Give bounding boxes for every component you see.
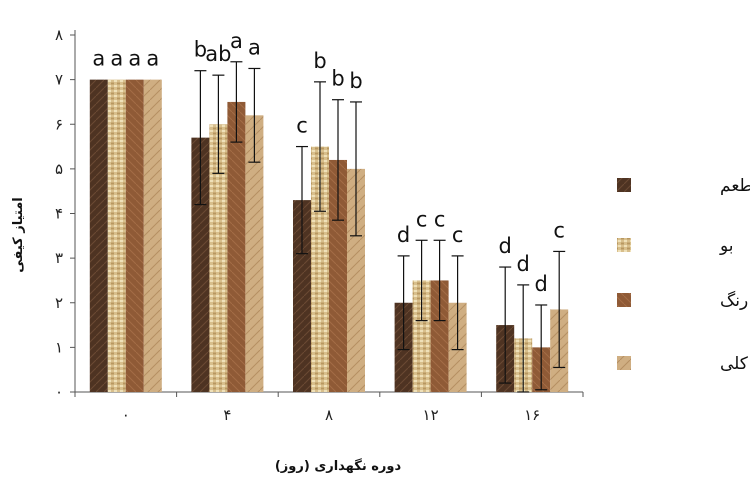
legend-label: بو <box>719 236 734 256</box>
x-tick-label: ۱۶ <box>524 406 540 424</box>
significance-letter: a <box>248 35 261 59</box>
significance-letter: a <box>146 47 159 71</box>
significance-letter: c <box>434 207 446 231</box>
significance-letter: a <box>128 47 141 71</box>
significance-letter: a <box>110 47 123 71</box>
legend-swatch <box>617 238 631 252</box>
legend-swatch <box>617 293 631 307</box>
significance-letter: ab <box>205 42 231 66</box>
y-tick-label: ۳ <box>55 249 63 267</box>
significance-letter: b <box>194 38 207 62</box>
bar <box>245 115 264 392</box>
bar <box>227 101 246 392</box>
bar <box>209 124 228 392</box>
significance-letter: a <box>230 29 243 53</box>
bar <box>347 168 365 392</box>
x-tick-label: ۱۲ <box>423 406 439 424</box>
significance-letter: b <box>349 69 362 93</box>
legend-label: رنگ <box>720 290 748 311</box>
error-bars <box>194 61 566 393</box>
y-axis: ۰ ۱ ۲ ۳ ۴ ۵ ۶ ۷ ۸ <box>55 26 76 401</box>
y-tick-label: ۲ <box>55 294 63 312</box>
bar <box>191 137 210 392</box>
x-axis: ۰ ۴ ۸ ۱۲ ۱۶ <box>74 391 584 424</box>
x-tick-label: ۸ <box>325 406 333 424</box>
legend: طعم بو رنگ پذیرش کلی <box>617 176 750 374</box>
significance-letter: c <box>553 218 565 242</box>
x-tick-label: ۰ <box>122 406 130 424</box>
bar <box>293 200 311 392</box>
bar <box>89 79 108 392</box>
significance-letter: b <box>313 49 326 73</box>
significance-letter: d <box>499 234 512 258</box>
y-tick-label: ۴ <box>55 205 63 223</box>
bar <box>329 159 347 392</box>
legend-swatch <box>617 356 631 370</box>
significance-letter: d <box>535 272 548 296</box>
significance-letter: a <box>92 47 105 71</box>
y-tick-label: ۵ <box>55 160 63 178</box>
legend-label: طعم <box>720 176 750 196</box>
bar <box>430 280 449 392</box>
significance-letter: b <box>331 67 344 91</box>
significance-letter: c <box>416 207 428 231</box>
y-tick-label: ۸ <box>55 26 63 44</box>
legend-swatch <box>617 178 631 192</box>
y-tick-label: ۰ <box>55 383 63 401</box>
bar <box>125 79 144 392</box>
bar <box>107 79 126 392</box>
significance-letter: d <box>517 252 530 276</box>
legend-label: پذیرش کلی <box>720 354 750 374</box>
y-tick-label: ۱ <box>55 338 63 356</box>
bar <box>311 146 329 392</box>
y-axis-title: امتیاز کیفی <box>11 197 26 272</box>
significance-letter: d <box>397 223 410 247</box>
significance-letter: c <box>296 114 308 138</box>
bar <box>412 280 431 392</box>
bars <box>89 79 569 392</box>
x-axis-title: دوره نگهداری (روز) <box>275 458 402 474</box>
y-tick-label: ۷ <box>55 71 63 89</box>
bar <box>143 79 162 392</box>
y-tick-label: ۶ <box>55 115 63 133</box>
significance-letter: c <box>452 223 464 247</box>
x-tick-label: ۴ <box>223 406 231 424</box>
